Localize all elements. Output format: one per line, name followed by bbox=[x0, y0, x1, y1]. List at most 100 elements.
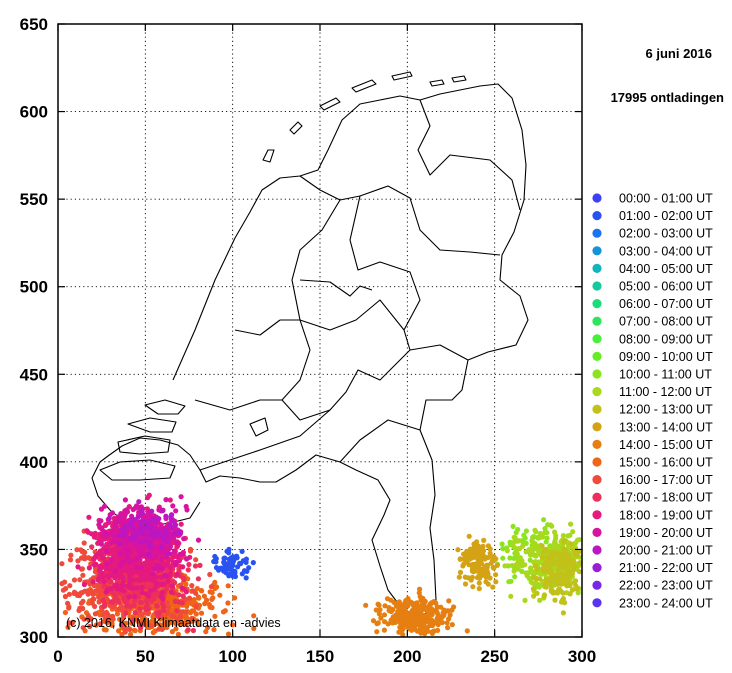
strike-point bbox=[174, 540, 180, 546]
strike-point bbox=[195, 576, 201, 582]
legend-swatch bbox=[592, 334, 602, 344]
strike-point bbox=[106, 579, 112, 585]
legend-label: 04:00 - 05:00 UT bbox=[619, 262, 713, 276]
strike-point bbox=[110, 599, 116, 605]
legend-swatch bbox=[592, 246, 602, 256]
strike-point bbox=[523, 570, 529, 576]
chart-title: 6 juni 2016 bbox=[646, 46, 712, 61]
strike-point bbox=[562, 600, 568, 606]
x-tick-label: 100 bbox=[218, 647, 246, 666]
strike-point bbox=[228, 566, 234, 573]
strike-point bbox=[111, 537, 117, 543]
strike-point bbox=[548, 586, 554, 592]
strike-point bbox=[417, 627, 423, 633]
strike-point bbox=[396, 599, 402, 605]
strike-point bbox=[118, 552, 125, 558]
strike-point bbox=[184, 603, 190, 610]
strike-point bbox=[179, 585, 186, 591]
strike-point bbox=[162, 526, 168, 532]
legend-swatch bbox=[592, 351, 602, 361]
strike-point bbox=[523, 528, 530, 534]
strike-point bbox=[457, 556, 463, 562]
strike-point bbox=[508, 593, 514, 599]
strike-point bbox=[169, 583, 175, 589]
strike-point bbox=[78, 547, 84, 553]
legend-label: 02:00 - 03:00 UT bbox=[619, 227, 713, 241]
strike-point bbox=[556, 566, 562, 572]
strike-point bbox=[168, 517, 174, 523]
strike-point bbox=[576, 569, 583, 575]
strike-point bbox=[441, 607, 447, 613]
legend-swatch bbox=[592, 281, 602, 291]
strike-point bbox=[152, 579, 159, 585]
strike-point bbox=[426, 604, 432, 610]
strike-point bbox=[500, 546, 506, 552]
province-border bbox=[194, 399, 282, 411]
strike-point bbox=[166, 551, 172, 557]
strike-point bbox=[470, 561, 476, 568]
strike-point bbox=[209, 596, 215, 603]
strike-point bbox=[185, 627, 191, 633]
strike-point bbox=[570, 558, 576, 564]
strike-point bbox=[462, 581, 469, 587]
strike-point bbox=[177, 531, 183, 537]
strike-point bbox=[414, 613, 420, 619]
strike-point bbox=[565, 533, 571, 539]
strike-point bbox=[225, 583, 231, 589]
strike-point bbox=[130, 617, 136, 624]
strike-point bbox=[209, 605, 215, 611]
strike-point bbox=[560, 533, 567, 539]
island bbox=[429, 79, 445, 87]
strike-point bbox=[521, 532, 527, 538]
strike-point bbox=[143, 604, 149, 611]
strike-point bbox=[165, 604, 171, 610]
strike-point bbox=[184, 556, 190, 562]
zeeland-island bbox=[144, 399, 186, 415]
strike-point bbox=[506, 579, 512, 585]
strike-point bbox=[170, 613, 177, 619]
strike-point bbox=[408, 619, 414, 625]
strike-point bbox=[553, 536, 559, 542]
strike-point bbox=[145, 495, 151, 501]
strike-point bbox=[552, 597, 558, 603]
legend-swatch bbox=[592, 316, 602, 326]
strike-point bbox=[93, 622, 99, 628]
strike-point bbox=[560, 610, 567, 616]
strike-point bbox=[377, 607, 383, 613]
strike-point bbox=[556, 562, 563, 568]
strike-point bbox=[97, 583, 103, 590]
province-border bbox=[199, 409, 331, 471]
strike-point bbox=[121, 597, 127, 603]
legend-swatch bbox=[592, 263, 602, 273]
strike-point bbox=[136, 499, 142, 505]
strike-point bbox=[142, 566, 148, 572]
strike-point bbox=[65, 600, 71, 606]
legend-label: 23:00 - 24:00 UT bbox=[619, 596, 713, 610]
strike-point bbox=[402, 618, 408, 624]
strike-point bbox=[161, 607, 167, 614]
strike-point bbox=[468, 552, 474, 558]
strike-point bbox=[196, 595, 202, 601]
strike-point bbox=[101, 627, 107, 633]
strike-point bbox=[529, 537, 535, 543]
strike-point bbox=[193, 590, 199, 596]
strike-point bbox=[160, 508, 166, 514]
strike-point bbox=[529, 547, 536, 553]
legend-swatch bbox=[592, 563, 602, 573]
strike-point bbox=[531, 574, 537, 580]
strike-point bbox=[487, 546, 493, 552]
strike-point bbox=[468, 548, 474, 554]
strike-point bbox=[130, 541, 136, 547]
strike-point bbox=[541, 593, 547, 599]
lightning-strikes bbox=[59, 492, 583, 638]
strike-point bbox=[174, 608, 180, 614]
strike-point bbox=[85, 529, 91, 535]
strike-point bbox=[191, 608, 197, 614]
strike-point bbox=[103, 565, 109, 572]
strike-point bbox=[87, 623, 93, 630]
strike-point bbox=[476, 586, 482, 592]
strike-point bbox=[208, 584, 214, 590]
strike-point bbox=[138, 625, 144, 631]
strike-point bbox=[180, 593, 186, 599]
strike-point bbox=[537, 597, 543, 603]
